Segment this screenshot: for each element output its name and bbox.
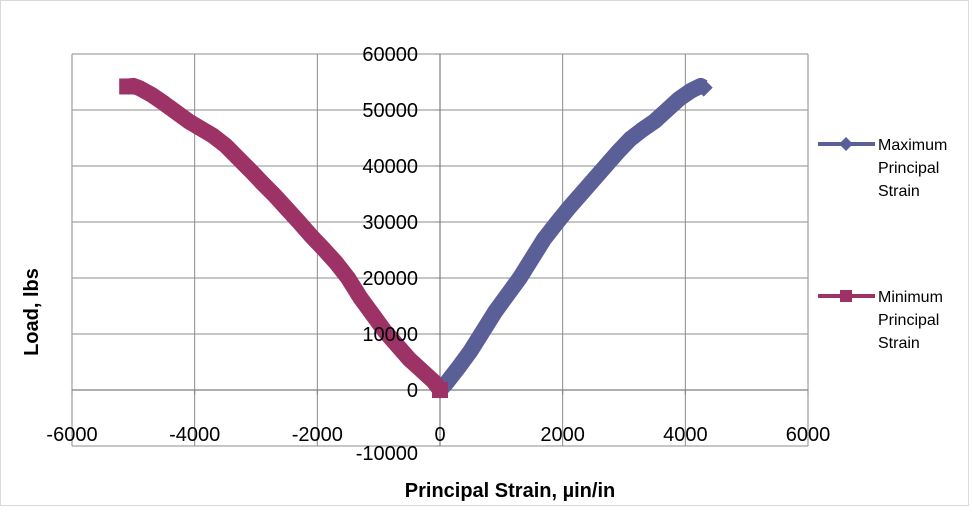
- y-tick-label: 30000: [362, 212, 418, 234]
- y-tick-label: 60000: [362, 44, 418, 66]
- data-point-marker: [694, 78, 713, 97]
- tick-label-layer: -6000 -4000 -2000 0 2000 4000 6000 -10000 0 10000…: [46, 44, 830, 465]
- x-tick-label: 2000: [540, 424, 585, 446]
- legend: Maximum Principal Strain Minimum Principal St…: [818, 137, 947, 352]
- x-tick-label: 4000: [663, 424, 708, 446]
- x-tick-label: -2000: [292, 424, 343, 446]
- y-tick-label: -10000: [356, 443, 418, 465]
- legend-entry-maximum: Maximum Principal Strain: [818, 137, 947, 200]
- series-line: [125, 77, 447, 395]
- y-tick-label: 0: [407, 380, 418, 402]
- x-tick-label: -6000: [46, 424, 97, 446]
- chart-outer-border: [0, 0, 969, 506]
- series-minimum: [119, 77, 448, 398]
- x-tick-label: 0: [434, 424, 445, 446]
- series-layer: [119, 77, 713, 399]
- y-tick-label: 20000: [362, 268, 418, 290]
- x-axis-title: Principal Strain, µin/in: [405, 480, 615, 502]
- legend-entry-minimum: Minimum Principal Strain: [818, 289, 943, 352]
- y-tick-label: 50000: [362, 100, 418, 122]
- legend-marker: [839, 137, 853, 151]
- data-point-marker: [432, 382, 448, 398]
- legend-label: Minimum Principal Strain: [878, 289, 943, 352]
- legend-label: Maximum Principal Strain: [878, 137, 947, 200]
- y-tick-label: 10000: [362, 324, 418, 346]
- x-tick-label: -4000: [169, 424, 220, 446]
- data-point-marker: [119, 78, 136, 95]
- y-tick-label: 40000: [362, 156, 418, 178]
- legend-marker: [840, 290, 852, 302]
- x-tick-label: 6000: [786, 424, 831, 446]
- y-axis-title: Load, lbs: [21, 268, 43, 356]
- series-line: [434, 77, 709, 396]
